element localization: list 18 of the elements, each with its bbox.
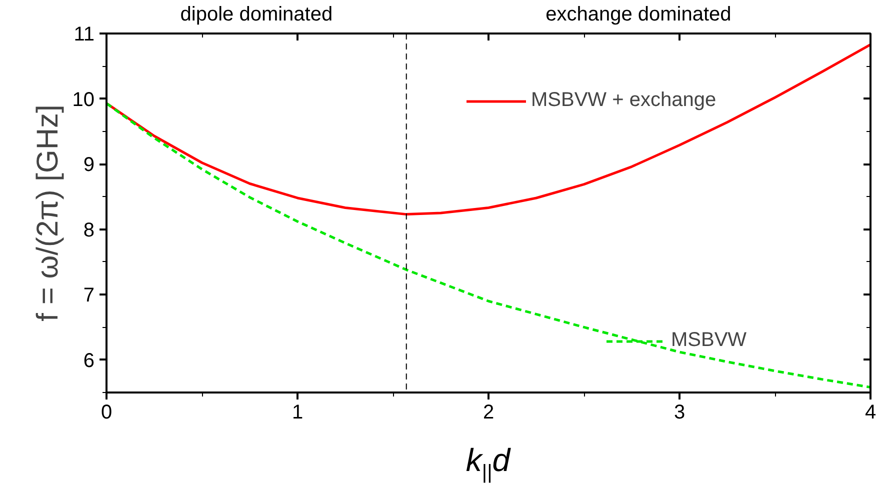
- y-tick-label: 8: [83, 219, 94, 242]
- y-tick-label: 9: [83, 154, 94, 176]
- x-tick-label: 2: [482, 402, 494, 424]
- line-series: [106, 43, 870, 216]
- legend-label: MSBVW: [671, 329, 747, 352]
- text: dipole dominated: [180, 4, 333, 26]
- y-tick-label: 10: [72, 88, 95, 111]
- x-tick-label: 3: [674, 402, 686, 424]
- x-tick-label: 1: [292, 402, 304, 424]
- y-tick-label: 6: [83, 350, 94, 372]
- x-tick-label: 4: [864, 402, 876, 424]
- y-tick-label: 11: [74, 24, 95, 46]
- y-tick-label: 7: [83, 284, 94, 307]
- text: exchange dominated: [546, 4, 732, 26]
- y-axis-title: f = ω/(2π) [GHz]: [31, 104, 64, 322]
- x-tick-label: 0: [100, 402, 112, 424]
- legend-label: MSBVW + exchange: [531, 89, 716, 112]
- x-axis-title: k$_{||}$d: [466, 442, 510, 484]
